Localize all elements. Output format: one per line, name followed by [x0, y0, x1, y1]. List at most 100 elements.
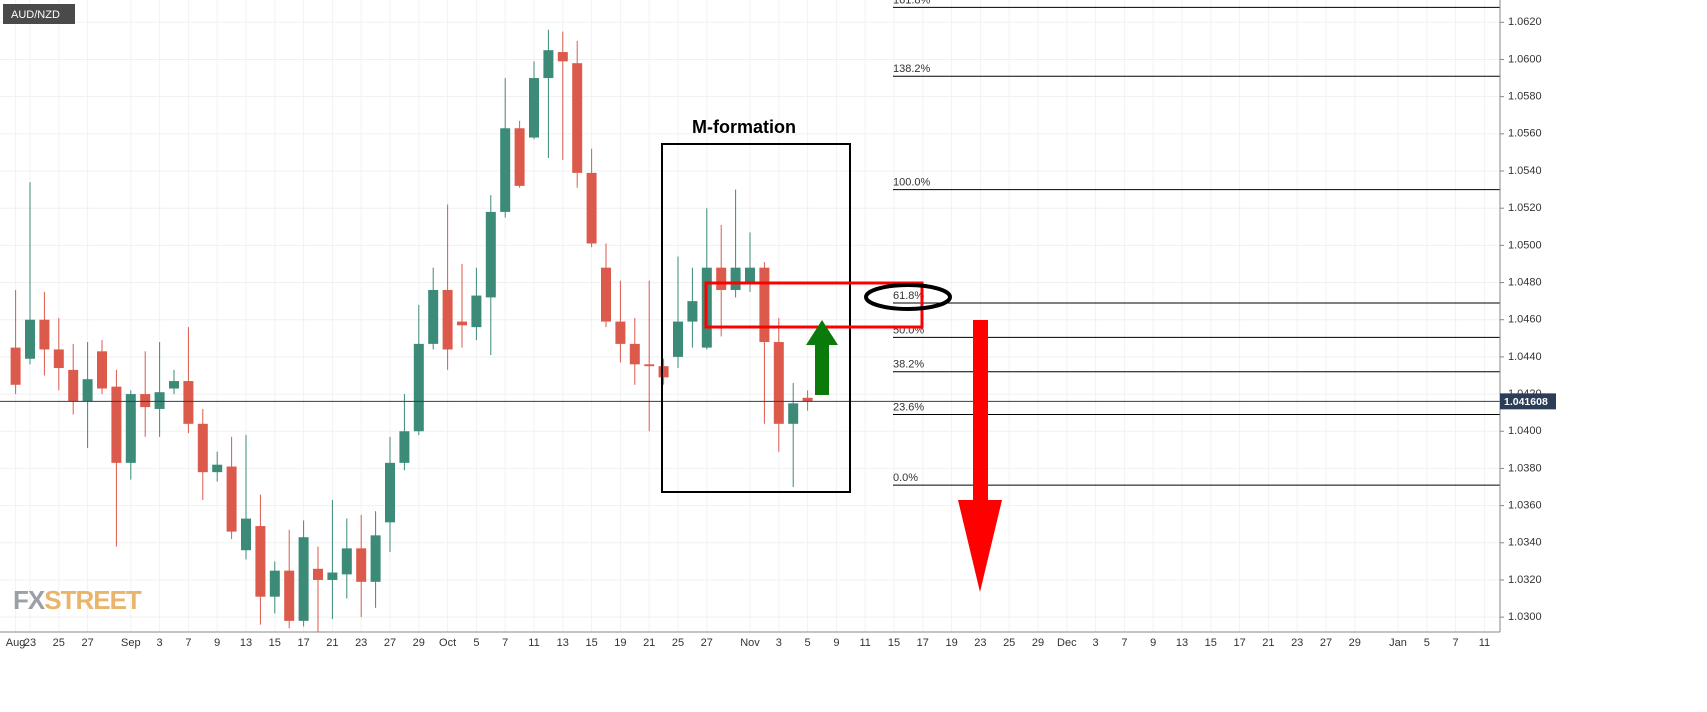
y-tick-label: 1.0400: [1508, 425, 1542, 437]
x-tick-label: 15: [269, 637, 281, 649]
x-tick-label: 13: [557, 637, 569, 649]
candle-body: [327, 572, 338, 580]
symbol-box: [3, 4, 75, 24]
x-tick-label: 23: [1291, 637, 1303, 649]
x-tick-label: 19: [945, 637, 957, 649]
x-tick-label: 25: [1003, 637, 1015, 649]
fib-label: 0.0%: [893, 472, 918, 484]
candle-body: [169, 381, 179, 389]
x-tick-label: 3: [1093, 637, 1099, 649]
candle-body: [370, 535, 381, 582]
x-tick-label: 25: [672, 637, 684, 649]
y-tick-label: 1.0560: [1508, 128, 1542, 140]
candle-body: [97, 351, 107, 389]
x-tick-label: 15: [888, 637, 900, 649]
fib-label: 23.6%: [893, 401, 924, 413]
x-tick-label: 21: [326, 637, 338, 649]
candle-body: [745, 267, 755, 283]
candle-body: [313, 568, 323, 580]
candle-body: [183, 381, 194, 424]
x-tick-label: 27: [1320, 637, 1332, 649]
x-tick-label: 3: [157, 637, 163, 649]
y-tick-label: 1.0580: [1508, 91, 1542, 103]
candle-body: [471, 295, 482, 328]
candle-body: [197, 423, 208, 473]
candle-body: [140, 394, 151, 408]
candle-body: [514, 128, 525, 186]
candles: [0, 29, 1500, 632]
candle-body: [615, 321, 626, 344]
y-tick-label: 1.0520: [1508, 202, 1542, 214]
candle-body: [500, 128, 511, 212]
fib-label: 61.8%: [893, 290, 924, 302]
x-tick-label: 29: [1032, 637, 1044, 649]
candle-body: [53, 349, 64, 369]
candle-body: [759, 267, 770, 343]
candle-body: [802, 397, 813, 402]
candle-body: [226, 466, 237, 532]
candle-body: [485, 211, 496, 298]
x-tick-label: 25: [53, 637, 65, 649]
x-tick-label: Oct: [439, 637, 456, 649]
candle-body: [601, 267, 611, 322]
x-tick-label: 27: [701, 637, 713, 649]
x-tick-label: 13: [1176, 637, 1188, 649]
x-tick-label: 5: [473, 637, 479, 649]
candle-body: [356, 548, 367, 582]
candle-body: [442, 289, 453, 350]
x-tick-label: Aug: [6, 637, 26, 649]
x-tick-label: 7: [1121, 637, 1127, 649]
x-tick-label: 11: [528, 637, 539, 649]
x-tick-label: 11: [859, 637, 870, 649]
x-tick-label: 17: [297, 637, 309, 649]
x-tick-label: 27: [81, 637, 93, 649]
fib-highlight: [864, 283, 952, 311]
y-tick-label: 1.0460: [1508, 314, 1542, 326]
candle-body: [82, 379, 93, 402]
x-tick-label: 23: [974, 637, 986, 649]
candle-body: [773, 342, 784, 424]
x-tick-label: 17: [917, 637, 929, 649]
y-tick-label: 1.0320: [1508, 574, 1542, 586]
x-tick-label: 21: [643, 637, 655, 649]
axes: 1.0300 1.0320 1.0340 1.0360 1.0380 1.0400 1.04…: [6, 16, 1556, 649]
green-arrow-head: [806, 320, 838, 345]
x-tick-label: Sep: [121, 637, 141, 649]
y-tick-label: 1.0380: [1508, 462, 1542, 474]
y-tick-label: 1.0600: [1508, 53, 1542, 65]
x-tick-label: 23: [24, 637, 36, 649]
x-tick-label: 27: [384, 637, 396, 649]
last-price-label: 1.041608: [1504, 396, 1548, 408]
candle-body: [241, 518, 251, 551]
y-tick-label: 1.0500: [1508, 239, 1542, 251]
candle-body: [269, 570, 280, 597]
x-tick-label: 11: [1479, 637, 1490, 649]
x-tick-label: 15: [585, 637, 597, 649]
x-tick-label: 23: [355, 637, 367, 649]
y-tick-label: 1.0440: [1508, 351, 1542, 363]
candle-body: [111, 386, 122, 463]
candle-body: [39, 319, 50, 350]
candle-body: [25, 319, 35, 359]
red-arrow-shaft: [973, 320, 988, 502]
y-tick-label: 1.0340: [1508, 537, 1542, 549]
candle-body: [658, 366, 669, 378]
candle-body: [10, 347, 21, 385]
x-tick-label: 13: [240, 637, 252, 649]
candle-body: [557, 52, 568, 62]
x-tick-label: Jan: [1389, 637, 1407, 649]
logo: FXSTREET: [13, 585, 142, 615]
fib-label: 161.8%: [893, 0, 931, 6]
x-tick-label: 7: [502, 637, 508, 649]
x-tick-label: 9: [833, 637, 839, 649]
x-tick-label: 29: [1349, 637, 1361, 649]
x-tick-label: 3: [776, 637, 782, 649]
m-formation-box: [661, 143, 851, 493]
x-tick-label: Dec: [1057, 637, 1077, 649]
candle-body: [629, 343, 640, 365]
x-tick-label: 19: [614, 637, 626, 649]
overlay: M-formation: [661, 117, 1002, 592]
annotation: M-formation: [692, 117, 796, 137]
candle-body: [428, 289, 439, 344]
candle-body: [255, 526, 266, 597]
